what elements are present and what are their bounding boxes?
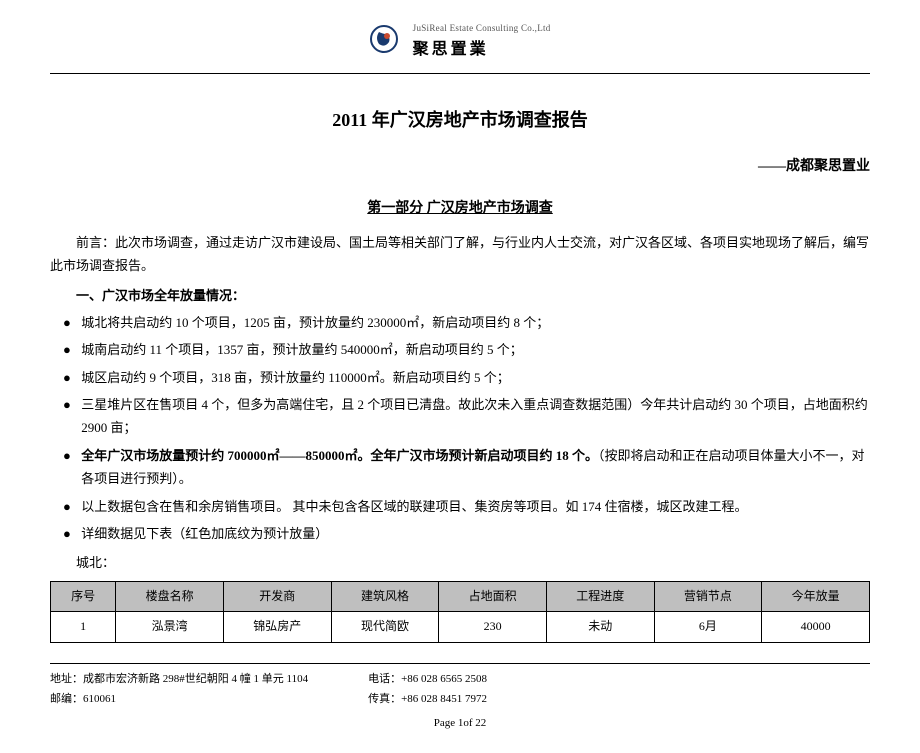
footer-left: 地址：成都市宏济新路 298#世纪朝阳 4 幢 1 单元 1104 邮编：610… bbox=[50, 670, 308, 710]
logo-icon bbox=[369, 24, 403, 61]
list-item: 城北将共启动约 10 个项目，1205 亩，预计放量约 230000㎡，新启动项… bbox=[63, 311, 870, 334]
page-number: Page 1of 22 bbox=[50, 714, 870, 734]
cell: 现代简欧 bbox=[331, 612, 439, 643]
list-item: 全年广汉市场放量预计约 700000㎡——850000㎡。全年广汉市场预计新启动… bbox=[63, 444, 870, 491]
col-header: 楼盘名称 bbox=[116, 581, 224, 612]
cell: 泓景湾 bbox=[116, 612, 224, 643]
col-header: 建筑风格 bbox=[331, 581, 439, 612]
author-line: ——成都聚思置业 bbox=[50, 154, 870, 179]
section-heading: 第一部分 广汉房地产市场调查 bbox=[50, 196, 870, 221]
bullet-list: 城北将共启动约 10 个项目，1205 亩，预计放量约 230000㎡，新启动项… bbox=[50, 311, 870, 546]
header-logo: JuSiReal Estate Consulting Co.,Ltd 聚思置業 bbox=[50, 20, 870, 65]
list-item: 以上数据包含在售和余房销售项目。 其中未包含各区域的联建项目、集资房等项目。如 … bbox=[63, 495, 870, 518]
list-item: 城区启动约 9 个项目，318 亩，预计放量约 110000㎡。新启动项目约 5… bbox=[63, 366, 870, 389]
list-item: 三星堆片区在售项目 4 个，但多为高端住宅，且 2 个项目已清盘。故此次未入重点… bbox=[63, 393, 870, 440]
list-item: 城南启动约 11 个项目，1357 亩，预计放量约 540000㎡，新启动项目约… bbox=[63, 338, 870, 361]
col-header: 今年放量 bbox=[762, 581, 870, 612]
preface-paragraph: 前言：此次市场调查，通过走访广汉市建设局、国土局等相关部门了解，与行业内人士交流… bbox=[50, 231, 870, 278]
table-header-row: 序号 楼盘名称 开发商 建筑风格 占地面积 工程进度 营销节点 今年放量 bbox=[51, 581, 870, 612]
col-header: 占地面积 bbox=[439, 581, 547, 612]
footer: 地址：成都市宏济新路 298#世纪朝阳 4 幢 1 单元 1104 邮编：610… bbox=[50, 663, 870, 710]
sub-heading-1: 一、广汉市场全年放量情况： bbox=[50, 284, 870, 307]
table-row: 1 泓景湾 锦弘房产 现代简欧 230 未动 6月 40000 bbox=[51, 612, 870, 643]
col-header: 开发商 bbox=[223, 581, 331, 612]
list-item: 详细数据见下表（红色加底纹为预计放量） bbox=[63, 522, 870, 545]
cell: 6月 bbox=[654, 612, 762, 643]
doc-title: 2011 年广汉房地产市场调查报告 bbox=[50, 104, 870, 136]
col-header: 工程进度 bbox=[546, 581, 654, 612]
header-rule bbox=[50, 73, 870, 74]
data-table: 序号 楼盘名称 开发商 建筑风格 占地面积 工程进度 营销节点 今年放量 1 泓… bbox=[50, 581, 870, 643]
logo-cn-text: 聚思置業 bbox=[413, 36, 551, 65]
col-header: 营销节点 bbox=[654, 581, 762, 612]
cell: 未动 bbox=[546, 612, 654, 643]
footer-right: 电话：+86 028 6565 2508 传真：+86 028 8451 797… bbox=[368, 670, 487, 710]
col-header: 序号 bbox=[51, 581, 116, 612]
logo-en-text: JuSiReal Estate Consulting Co.,Ltd bbox=[413, 20, 551, 36]
cell: 1 bbox=[51, 612, 116, 643]
region-label: 城北： bbox=[50, 551, 870, 574]
cell: 锦弘房产 bbox=[223, 612, 331, 643]
cell: 40000 bbox=[762, 612, 870, 643]
cell: 230 bbox=[439, 612, 547, 643]
